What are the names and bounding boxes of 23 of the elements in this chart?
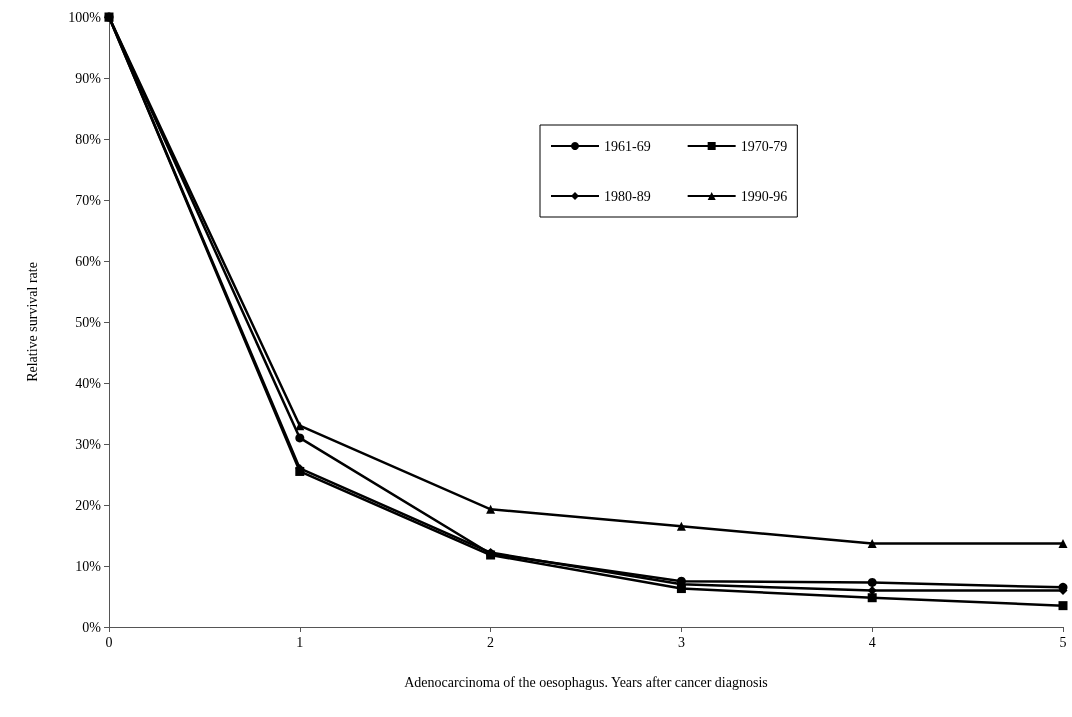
y-tick-label: 50% xyxy=(75,314,102,330)
x-tick-label: 5 xyxy=(1059,634,1067,650)
x-tick-label: 0 xyxy=(105,634,113,650)
y-tick-label: 40% xyxy=(75,375,102,391)
y-tick-label: 20% xyxy=(75,497,102,513)
y-tick-label: 60% xyxy=(75,253,102,269)
legend-label: 1970-79 xyxy=(740,138,788,154)
legend-label: 1980-89 xyxy=(604,188,651,204)
y-tick-label: 90% xyxy=(75,70,102,86)
x-axis-title: Adenocarcinoma of the oesophagus. Years after cancer diagnosis xyxy=(404,674,768,690)
x-tick-label: 3 xyxy=(677,634,685,650)
y-tick-label: 80% xyxy=(75,131,102,147)
y-tick-label: 100% xyxy=(68,9,102,25)
legend-label: 1961-69 xyxy=(604,138,651,154)
y-tick-label: 30% xyxy=(75,436,102,452)
y-axis-title: Relative survival rate xyxy=(24,262,40,382)
legend-label: 1990-96 xyxy=(740,188,788,204)
y-tick-label: 70% xyxy=(75,192,102,208)
y-tick-label: 10% xyxy=(75,558,102,574)
x-tick-label: 2 xyxy=(487,634,495,650)
x-tick-label: 1 xyxy=(296,634,304,650)
y-tick-label: 0% xyxy=(82,619,102,635)
x-tick-label: 4 xyxy=(868,634,876,650)
